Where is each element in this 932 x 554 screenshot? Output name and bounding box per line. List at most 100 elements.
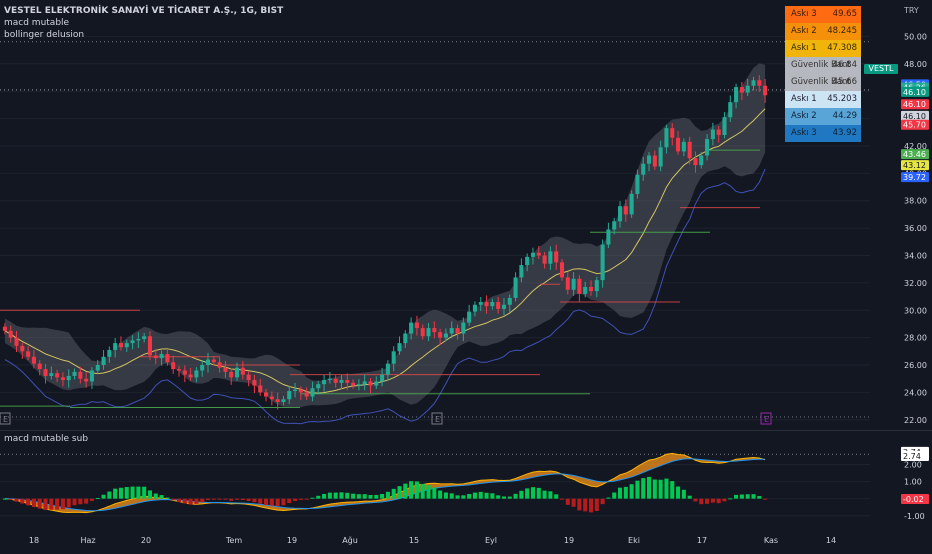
candle-body — [339, 380, 344, 383]
candle-body — [594, 280, 599, 292]
histogram-bar — [635, 480, 640, 499]
event-marker-label: E — [435, 415, 440, 424]
candle-body — [629, 193, 634, 215]
candle-body — [287, 391, 292, 400]
histogram-bar — [258, 498, 263, 504]
event-marker — [0, 412, 11, 425]
price-tick-label: 34.00 — [904, 251, 927, 260]
candle-body — [20, 345, 25, 352]
candle-body — [728, 102, 733, 118]
candle-body — [2, 326, 7, 331]
histogram-bar — [101, 494, 106, 499]
sub-pane-title[interactable]: macd mutable sub — [4, 434, 89, 444]
histogram-bar — [612, 492, 617, 499]
candle-body — [333, 378, 338, 383]
x-tick-label: 19 — [564, 536, 574, 545]
candle-body — [414, 322, 419, 329]
candle-body — [467, 311, 472, 323]
price-tag — [901, 172, 929, 183]
candle-body — [420, 328, 425, 337]
candle-body — [617, 206, 623, 222]
candle-body — [49, 373, 54, 376]
histogram-bar — [118, 487, 123, 499]
candle-body — [577, 278, 582, 294]
table-row: Askı 3 43.92 — [785, 125, 861, 142]
histogram-bar — [699, 498, 704, 505]
histogram-bar — [519, 490, 524, 499]
histogram-bar — [728, 498, 733, 500]
x-tick-label: Tem — [225, 536, 242, 545]
histogram-bar — [113, 488, 118, 499]
bollinger-mid-line — [4, 108, 766, 394]
candle-body — [147, 336, 153, 356]
candle-body — [409, 322, 414, 334]
histogram-bar — [246, 498, 251, 501]
levels-table: Askı 3 49.65 Askı 2 48.245 Askı 1 47.308 Gü… — [785, 6, 861, 142]
level-value: 45.66 — [832, 77, 857, 87]
lower-band-line — [4, 168, 766, 425]
candle-body — [374, 381, 379, 386]
histogram-bar — [501, 496, 506, 499]
candle-body — [461, 322, 466, 334]
candle-body — [31, 356, 36, 364]
histogram-bar — [472, 492, 477, 499]
candle-body — [380, 374, 385, 382]
sub-value-label: -0.02 — [903, 495, 924, 504]
histogram-bar — [153, 493, 158, 499]
indicator-label-bollinger[interactable]: bollinger delusion — [4, 30, 85, 40]
candle-body — [217, 362, 222, 368]
indicator-label-macd[interactable]: macd mutable — [4, 18, 70, 28]
price-tick-label: 26.00 — [904, 361, 927, 370]
histogram-bar — [171, 498, 176, 501]
histogram-bar — [745, 494, 750, 499]
candle-body — [722, 117, 727, 136]
candle-body — [751, 80, 756, 86]
candle-body — [443, 333, 448, 338]
histogram-bar — [205, 498, 211, 501]
histogram-bar — [142, 486, 147, 499]
histogram-bar — [275, 498, 280, 507]
candle-body — [612, 221, 617, 230]
candle-body — [264, 392, 269, 397]
candle-body — [356, 384, 361, 386]
table-row: Askı 3 49.65 — [785, 6, 861, 23]
candle-body — [438, 332, 443, 338]
histogram-bar — [2, 498, 7, 500]
candle-body — [310, 388, 315, 397]
histogram-bar — [484, 492, 489, 499]
candle-body — [449, 328, 454, 334]
price-tag — [901, 110, 929, 121]
candle-body — [484, 302, 489, 307]
histogram-bar — [438, 490, 443, 499]
x-tick-label: 18 — [29, 536, 39, 545]
event-marker-label: E — [764, 415, 769, 424]
candle-body — [78, 371, 83, 379]
histogram-bar — [397, 486, 402, 499]
histogram-bar — [716, 498, 721, 504]
histogram-bar — [513, 493, 518, 499]
histogram-bar — [670, 481, 675, 499]
table-row: Askı 1 47.308 — [785, 40, 861, 57]
level-label: Askı 3 — [791, 128, 817, 138]
candle-body — [43, 369, 48, 376]
candle-body — [269, 396, 274, 400]
price-tick-label: 22.00 — [904, 416, 927, 425]
candle-body — [710, 129, 715, 140]
histogram-bar — [409, 481, 414, 499]
candle-body — [55, 373, 60, 378]
price-tag — [901, 160, 929, 171]
candle-body — [153, 355, 158, 359]
price-tag-label: 46.10 — [903, 88, 926, 97]
level-value: 48.245 — [827, 26, 857, 36]
histogram-bar — [327, 492, 332, 499]
histogram-bar — [734, 494, 739, 499]
candle-body — [588, 286, 594, 292]
x-tick-label: 17 — [697, 536, 707, 545]
sub-value-tag — [901, 450, 929, 461]
candle-body — [397, 343, 402, 352]
candle-body — [118, 343, 123, 348]
x-tick-label: 15 — [409, 536, 419, 545]
price-tag-label: 43.12 — [903, 161, 926, 170]
